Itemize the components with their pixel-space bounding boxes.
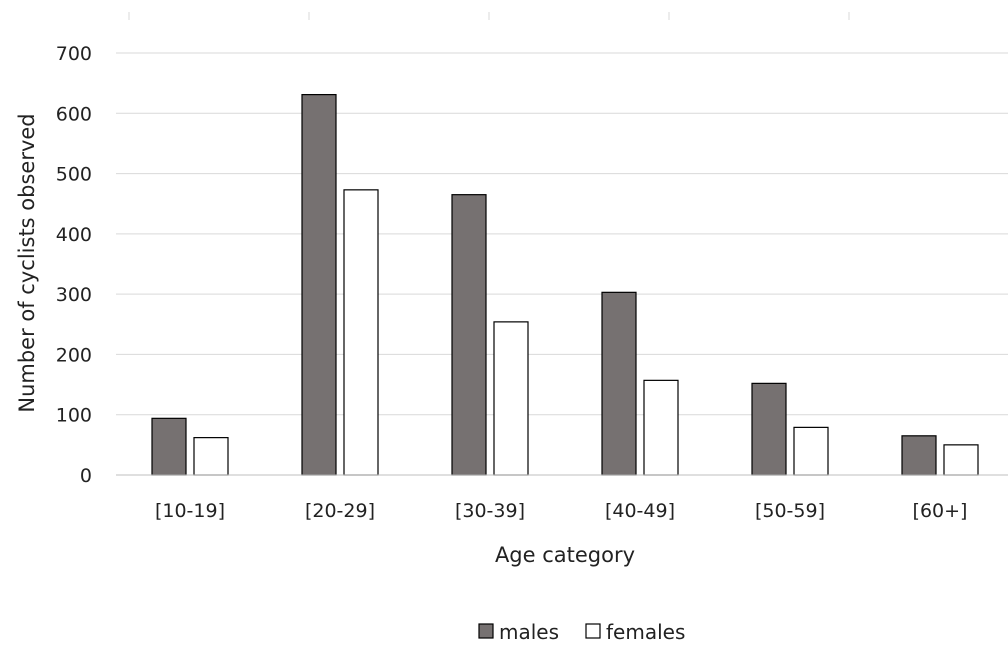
x-axis-title: Age category [495, 543, 635, 567]
legend-label-males: males [499, 620, 559, 644]
bar-females-3 [643, 379, 679, 476]
y-tick-label: 300 [56, 284, 92, 306]
x-tick-label: [40-49] [605, 500, 675, 522]
y-tick-label: 400 [56, 224, 92, 246]
x-tick-label: [60+] [913, 500, 968, 522]
y-tick-label: 500 [56, 164, 92, 186]
legend-swatch-males [478, 623, 494, 639]
y-tick-labels: 0 100 200 300 400 500 600 700 [56, 43, 92, 487]
bar-males-4 [751, 382, 787, 476]
top-tick-marks [128, 12, 850, 20]
bar-males-3 [601, 291, 637, 476]
y-tick-label: 100 [56, 405, 92, 427]
gridlines [116, 52, 1008, 416]
bars [151, 93, 979, 476]
bar-males-2 [451, 194, 487, 476]
x-tick-label: [10-19] [155, 500, 225, 522]
x-tick-label: [20-29] [305, 500, 375, 522]
bar-males-1 [301, 93, 337, 476]
y-tick-label: 0 [80, 465, 92, 487]
x-tick-labels: [10-19] [20-29] [30-39] [40-49] [50-59] [60+] [155, 500, 967, 522]
y-tick-label: 200 [56, 344, 92, 366]
bar-females-5 [943, 444, 979, 476]
y-axis-title: Number of cyclists observed [15, 113, 39, 412]
bar-females-2 [493, 321, 529, 476]
x-tick-label: [30-39] [455, 500, 525, 522]
x-tick-label: [50-59] [755, 500, 825, 522]
bar-females-4 [793, 426, 829, 476]
y-tick-label: 700 [56, 43, 92, 65]
bar-females-0 [193, 437, 229, 476]
bar-males-5 [901, 435, 937, 476]
bar-males-0 [151, 417, 187, 476]
legend-label-females: females [606, 620, 685, 644]
legend: males females [478, 620, 685, 644]
bar-females-1 [343, 189, 379, 476]
y-tick-label: 600 [56, 103, 92, 125]
legend-swatch-females [585, 623, 601, 639]
